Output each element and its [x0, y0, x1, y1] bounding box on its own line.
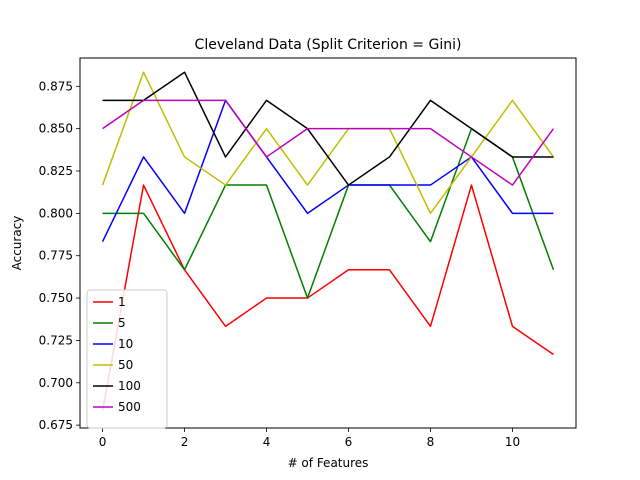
legend-label-1: 1: [118, 295, 126, 309]
legend: 1 5 10 50 100 500: [86, 289, 168, 429]
chart-title: Cleveland Data (Split Criterion = Gini): [195, 37, 462, 53]
y-tick-label: 0.725: [39, 333, 73, 347]
x-tick-label: 0: [99, 435, 107, 449]
legend-label-500: 500: [118, 400, 141, 414]
legend-label-5: 5: [118, 316, 126, 330]
y-tick-label: 0.825: [39, 164, 73, 178]
x-tick-label: 6: [345, 435, 353, 449]
legend-box: [86, 289, 168, 429]
legend-label-10: 10: [118, 337, 133, 351]
plot-frame: [79, 57, 577, 429]
x-tick-label: 2: [181, 435, 189, 449]
y-tick-label: 0.875: [39, 79, 73, 93]
series-line-500: [102, 99, 555, 186]
x-tick-label: 8: [427, 435, 435, 449]
y-tick-label: 0.775: [39, 249, 73, 263]
y-tick-label: 0.750: [39, 291, 73, 305]
y-tick-label: 0.800: [39, 206, 73, 220]
y-axis-label: Accuracy: [10, 216, 24, 271]
x-axis: 0 2 4 6 8 10: [99, 428, 520, 449]
legend-label-50: 50: [118, 358, 133, 372]
legend-label-100: 100: [118, 379, 141, 393]
y-tick-label: 0.700: [39, 376, 73, 390]
y-tick-label: 0.675: [39, 418, 73, 432]
y-tick-label: 0.850: [39, 122, 73, 136]
series-line-1: [101, 184, 554, 412]
series-line-100: [102, 71, 554, 186]
series-line-10: [101, 99, 554, 242]
x-tick-label: 4: [263, 435, 271, 449]
x-tick-label: 10: [505, 435, 520, 449]
x-axis-label: # of Features: [288, 456, 369, 470]
plot-series: [101, 71, 555, 412]
y-axis: 0.675 0.700 0.725 0.750 0.775 0.800 0.825 0.850…: [39, 79, 80, 432]
